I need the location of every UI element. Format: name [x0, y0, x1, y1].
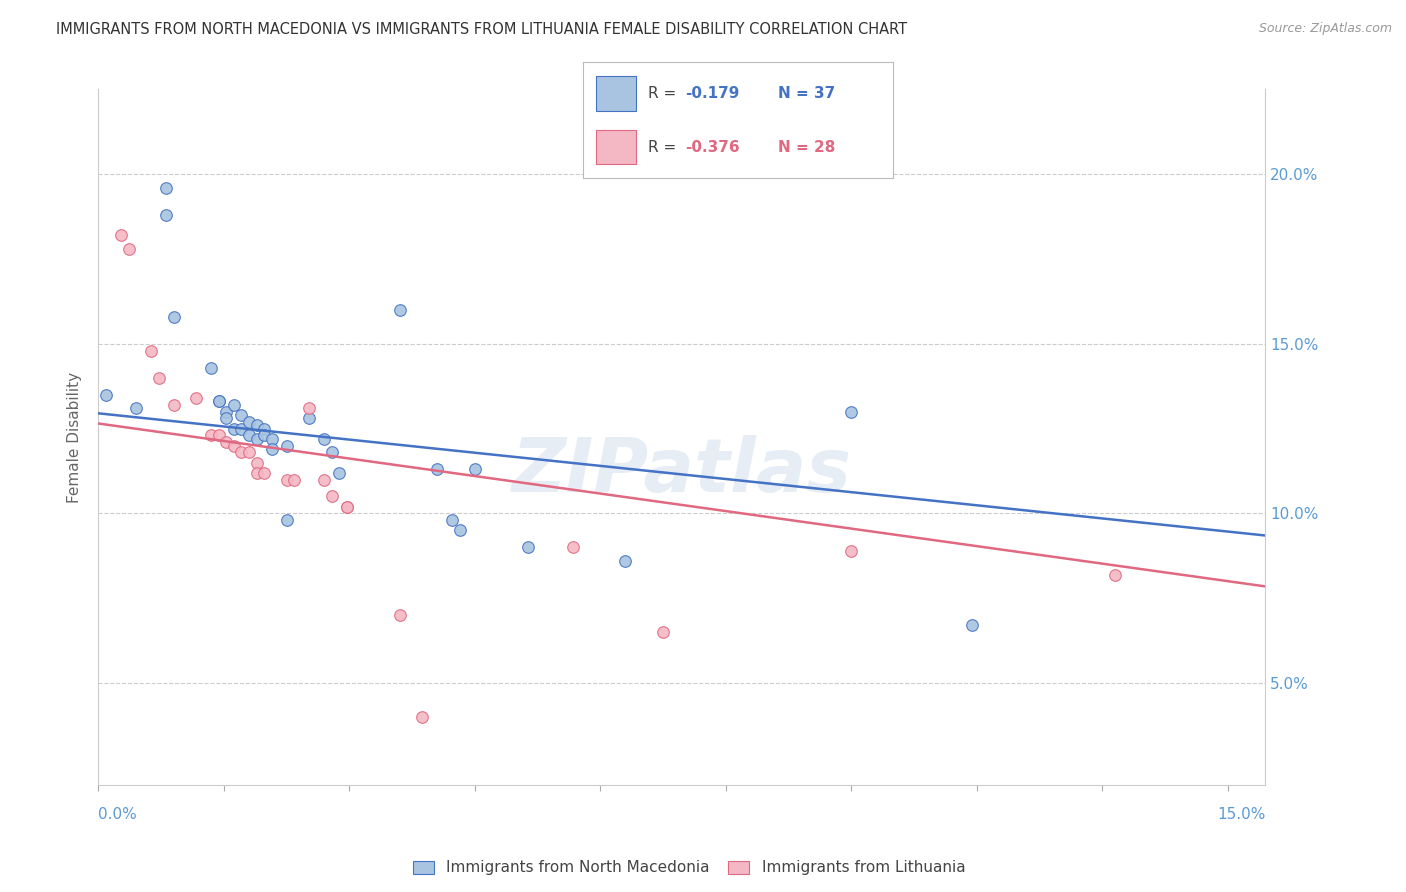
Legend: Immigrants from North Macedonia, Immigrants from Lithuania: Immigrants from North Macedonia, Immigra… — [412, 861, 966, 875]
Point — [245, 456, 267, 470]
Point — [155, 208, 177, 222]
Point — [110, 228, 132, 243]
Point — [388, 302, 411, 317]
FancyBboxPatch shape — [596, 77, 636, 112]
Point — [148, 370, 170, 384]
Point — [314, 432, 336, 446]
Point — [163, 398, 186, 412]
Point — [222, 421, 245, 435]
Text: Source: ZipAtlas.com: Source: ZipAtlas.com — [1258, 22, 1392, 36]
Point — [441, 513, 464, 527]
Point — [328, 466, 350, 480]
Point — [283, 473, 305, 487]
Text: -0.376: -0.376 — [686, 139, 740, 154]
Y-axis label: Female Disability: Female Disability — [67, 371, 83, 503]
Point — [321, 445, 343, 459]
Point — [208, 428, 231, 442]
Point — [245, 432, 267, 446]
Point — [200, 360, 222, 375]
Point — [125, 401, 148, 416]
FancyBboxPatch shape — [596, 129, 636, 164]
Point — [652, 625, 675, 640]
Point — [449, 524, 471, 538]
Point — [231, 445, 253, 459]
Point — [253, 428, 276, 442]
Point — [238, 415, 260, 429]
Point — [839, 543, 862, 558]
Text: -0.179: -0.179 — [686, 87, 740, 102]
Point — [200, 428, 222, 442]
Text: 0.0%: 0.0% — [98, 807, 138, 822]
Point — [260, 442, 283, 456]
Text: N = 28: N = 28 — [779, 139, 835, 154]
Point — [163, 310, 186, 324]
Point — [298, 401, 321, 416]
Point — [222, 398, 245, 412]
Point — [614, 554, 637, 568]
Point — [298, 411, 321, 425]
Point — [245, 466, 267, 480]
Point — [276, 439, 298, 453]
Text: 15.0%: 15.0% — [1218, 807, 1265, 822]
Point — [960, 618, 983, 632]
Point — [215, 411, 238, 425]
Point — [238, 445, 260, 459]
Text: N = 37: N = 37 — [779, 87, 835, 102]
Point — [215, 404, 238, 418]
Point — [117, 242, 139, 256]
Point — [253, 466, 276, 480]
Point — [336, 500, 359, 514]
Text: ZIPatlas: ZIPatlas — [512, 435, 852, 508]
Point — [388, 608, 411, 623]
Point — [139, 343, 162, 358]
Point — [260, 432, 283, 446]
Point — [426, 462, 449, 476]
Point — [336, 500, 359, 514]
Point — [464, 462, 486, 476]
Point — [245, 418, 267, 433]
Text: IMMIGRANTS FROM NORTH MACEDONIA VS IMMIGRANTS FROM LITHUANIA FEMALE DISABILITY C: IMMIGRANTS FROM NORTH MACEDONIA VS IMMIG… — [56, 22, 907, 37]
Point — [215, 435, 238, 450]
Point — [321, 490, 343, 504]
Point — [208, 394, 231, 409]
Point — [276, 473, 298, 487]
Point — [516, 541, 538, 555]
Point — [1104, 567, 1126, 582]
Text: R =: R = — [648, 87, 682, 102]
Point — [94, 387, 117, 401]
Point — [561, 541, 583, 555]
Point — [276, 513, 298, 527]
Point — [839, 404, 862, 418]
Point — [238, 428, 260, 442]
Point — [253, 421, 276, 435]
Point — [186, 391, 208, 405]
Point — [231, 408, 253, 422]
Point — [155, 180, 177, 194]
Point — [231, 421, 253, 435]
Text: R =: R = — [648, 139, 682, 154]
Point — [411, 710, 433, 724]
Point — [314, 473, 336, 487]
Point — [208, 394, 231, 409]
Point — [222, 439, 245, 453]
